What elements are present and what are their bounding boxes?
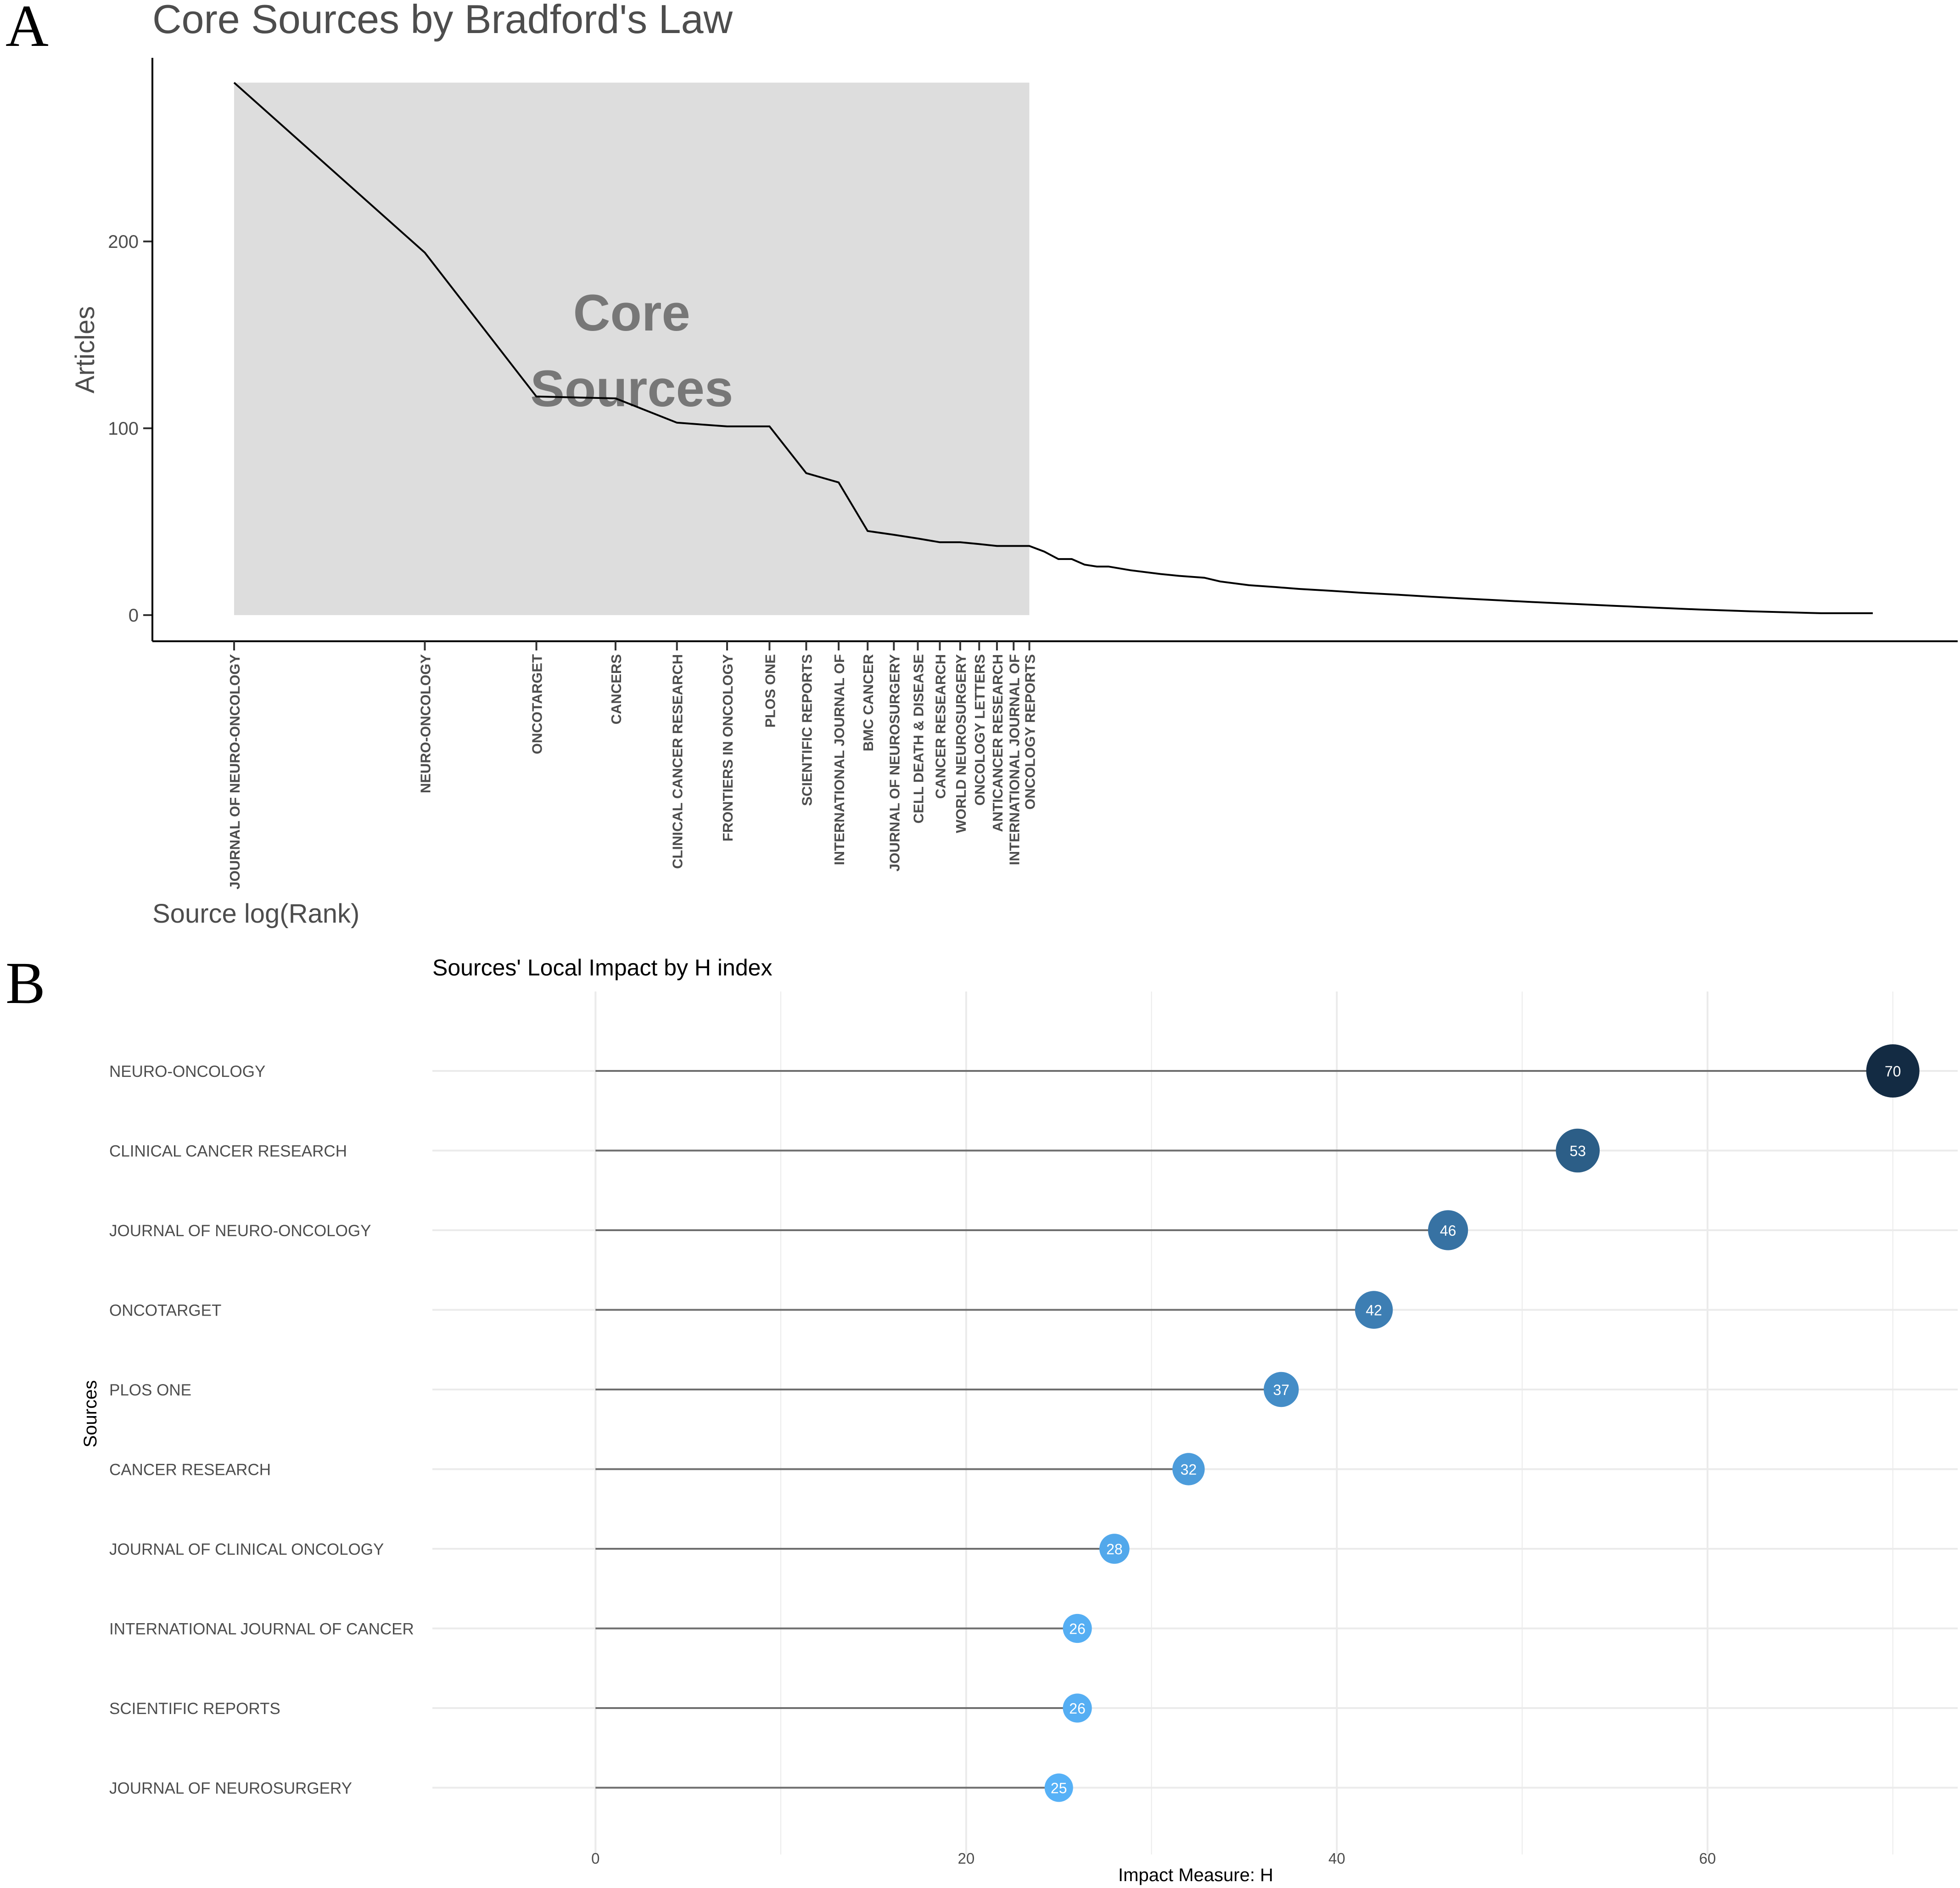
panel-a-x-axis-title: Source log(Rank) — [152, 899, 359, 929]
source-label: SCIENTIFIC REPORTS — [109, 1700, 280, 1718]
value-label: 70 — [1885, 1063, 1901, 1080]
source-label: PLOS ONE — [109, 1381, 191, 1399]
panel-b-title: Sources' Local Impact by H index — [432, 955, 772, 980]
lollipop-point — [1044, 1773, 1073, 1802]
x-tick-label: CANCER RESEARCH — [932, 654, 948, 799]
lollipop-point — [1063, 1693, 1092, 1723]
x-tick-label: CANCERS — [608, 654, 624, 724]
panel-a-letter: A — [6, 0, 49, 59]
lollipop-point — [1355, 1291, 1393, 1329]
x-tick-label: NEURO-ONCOLOGY — [417, 654, 433, 793]
value-label: 25 — [1051, 1780, 1067, 1797]
value-label: 26 — [1069, 1621, 1086, 1637]
panel-b-lollipops: NEURO-ONCOLOGY 70 CLINICAL CANCER RESEARCH… — [109, 1044, 1920, 1802]
lollipop-point — [1099, 1534, 1130, 1564]
x-tick-label: ANTICANCER RESEARCH — [990, 654, 1006, 832]
x-tick-label: INTERNATIONAL JOURNAL OF — [1006, 654, 1022, 865]
source-label: NEURO-ONCOLOGY — [109, 1063, 265, 1081]
y-tick-label: 100 — [108, 419, 139, 439]
panel-a-bradford-chart: A Core Sources by Bradford's Law Core So… — [6, 0, 1958, 929]
y-tick-label: 200 — [108, 232, 139, 252]
x-tick-label: JOURNAL OF NEURO-ONCOLOGY — [227, 654, 243, 890]
value-label: 28 — [1106, 1541, 1123, 1557]
lollipop-point — [1264, 1372, 1299, 1407]
lollipop-point — [1172, 1453, 1205, 1485]
x-tick-label: BMC CANCER — [860, 654, 876, 751]
value-label: 26 — [1069, 1700, 1086, 1717]
source-label: CANCER RESEARCH — [109, 1461, 271, 1479]
panel-b-x-axis-title: Impact Measure: H — [1118, 1865, 1273, 1885]
panel-b-h-index-chart: B Sources' Local Impact by H index NEURO… — [6, 950, 1958, 1885]
panel-b-y-axis-title: Sources — [80, 1380, 101, 1448]
value-label: 53 — [1569, 1143, 1586, 1160]
source-label: JOURNAL OF NEUROSURGERY — [109, 1780, 352, 1798]
bradford-articles-line — [233, 82, 1873, 614]
value-label: 37 — [1273, 1382, 1289, 1398]
x-tick-label: WORLD NEUROSURGERY — [953, 654, 969, 833]
x-tick-label: FRONTIERS IN ONCOLOGY — [720, 654, 736, 842]
x-tick-label: ONCOTARGET — [529, 654, 545, 754]
x-tick-label: 40 — [1328, 1850, 1345, 1867]
value-label: 46 — [1440, 1222, 1456, 1239]
source-label: INTERNATIONAL JOURNAL OF CANCER — [109, 1620, 414, 1638]
x-tick-label: JOURNAL OF NEUROSURGERY — [886, 654, 902, 872]
x-tick-label: SCIENTIFIC REPORTS — [799, 654, 815, 806]
core-sources-label-line1: Core — [573, 284, 690, 342]
x-tick-label: INTERNATIONAL JOURNAL OF — [831, 654, 847, 865]
x-tick-label: ONCOLOGY LETTERS — [972, 654, 988, 806]
x-tick-label: PLOS ONE — [762, 654, 778, 728]
core-sources-zone — [234, 83, 1030, 615]
source-label: ONCOTARGET — [109, 1302, 221, 1320]
lollipop-point — [1063, 1613, 1092, 1643]
x-tick-label: 60 — [1699, 1850, 1716, 1867]
source-label: JOURNAL OF NEURO-ONCOLOGY — [109, 1222, 371, 1240]
panel-a-x-axis-ticks: JOURNAL OF NEURO-ONCOLOGY NEURO-ONCOLOGY O… — [227, 641, 1038, 890]
x-tick-label: ONCOLOGY REPORTS — [1022, 654, 1038, 810]
x-tick-label: CELL DEATH & DISEASE — [910, 654, 926, 824]
panel-a-y-axis-ticks: 0 100 200 — [108, 232, 152, 626]
value-label: 32 — [1181, 1462, 1197, 1478]
x-tick-label: 0 — [591, 1850, 599, 1867]
lollipop-point — [1556, 1128, 1600, 1173]
panel-b-letter: B — [6, 950, 45, 1016]
y-tick-label: 0 — [129, 605, 139, 626]
lollipop-point — [1866, 1044, 1920, 1098]
x-tick-label: 20 — [958, 1850, 974, 1867]
x-tick-label: CLINICAL CANCER RESEARCH — [670, 654, 686, 869]
lollipop-point — [1428, 1210, 1468, 1250]
source-label: JOURNAL OF CLINICAL ONCOLOGY — [109, 1541, 384, 1558]
source-label: CLINICAL CANCER RESEARCH — [109, 1143, 347, 1160]
panel-a-title: Core Sources by Bradford's Law — [152, 0, 733, 42]
panel-b-x-axis-ticks: 0 20 40 60 — [591, 1850, 1716, 1867]
panel-a-y-axis-title: Articles — [70, 306, 100, 393]
value-label: 42 — [1366, 1302, 1382, 1319]
core-sources-label-line2: Sources — [530, 360, 733, 417]
